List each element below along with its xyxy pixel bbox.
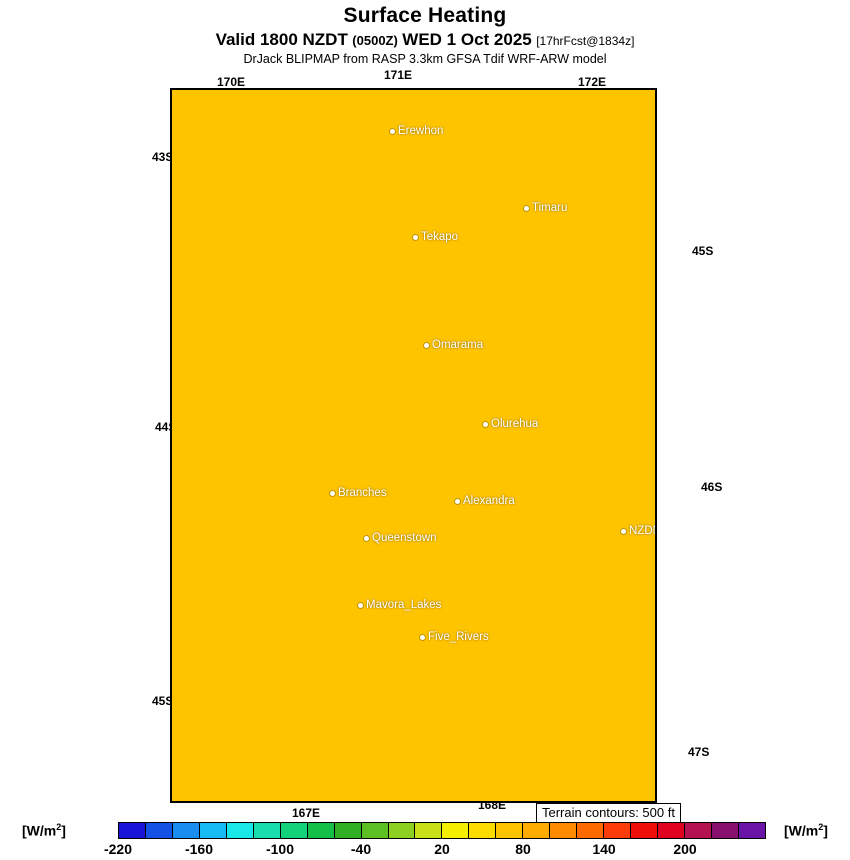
forecast-tag: [17hrFcst@1834z] <box>536 34 635 48</box>
colorbar-tick: 140 <box>592 841 616 857</box>
longitude-tick-label: 167E <box>292 806 321 820</box>
surface-heating-heatmap <box>172 90 655 801</box>
city-label: Erewhon <box>398 125 444 137</box>
colorbar-tick: -220 <box>103 841 133 857</box>
city-dot-icon <box>483 421 488 427</box>
colorbar-band <box>442 823 470 838</box>
city-dot-icon <box>524 205 529 211</box>
colorbar-band <box>119 823 146 838</box>
city-label: Branches <box>338 487 387 499</box>
colorbar-band <box>496 823 524 838</box>
colorbar-tick: -40 <box>350 841 372 857</box>
city-marker[interactable]: Erewhon <box>390 125 443 137</box>
city-marker[interactable]: Olurehua <box>483 418 538 430</box>
city-marker[interactable]: Queenstown <box>364 532 437 544</box>
terrain-contour-legend: Terrain contours: 500 ft <box>536 803 681 823</box>
colorbar-band <box>172 823 200 838</box>
model-description: DrJack BLIPMAP from RASP 3.3km GFSA Tdif… <box>243 52 607 66</box>
city-dot-icon <box>621 528 626 534</box>
colorbar-band <box>280 823 308 838</box>
colorbar-band <box>523 823 551 838</box>
colorbar-band <box>388 823 416 838</box>
valid-time-line: Valid 1800 NZDT (0500Z) WED 1 Oct 2025 [… <box>0 30 850 50</box>
colorbar-band <box>631 823 659 838</box>
city-label: Omarama <box>432 339 484 351</box>
colorbar-unit-left: [W/m2] <box>22 822 66 839</box>
longitude-tick-label: 172E <box>578 75 607 89</box>
valid-time-utc: (0500Z) <box>352 33 398 48</box>
city-dot-icon <box>455 498 460 504</box>
colorbar-tick: -100 <box>265 841 295 857</box>
city-label: Queenstown <box>372 532 437 544</box>
colorbar-unit-right: [W/m2] <box>784 822 828 839</box>
title-block: Surface Heating Valid 1800 NZDT (0500Z) … <box>0 0 850 66</box>
colorbar-tick: 200 <box>673 841 697 857</box>
longitude-tick-label: 171E <box>384 68 413 82</box>
latitude-tick-label: 47S <box>688 745 710 759</box>
city-marker[interactable]: Timaru <box>524 202 567 214</box>
city-label: NZDN <box>629 525 655 537</box>
colorbar-tick: -160 <box>184 841 214 857</box>
colorbar-gradient[interactable] <box>118 822 766 839</box>
valid-date: WED 1 Oct 2025 <box>402 30 532 49</box>
city-marker[interactable]: Mavora_Lakes <box>358 599 441 611</box>
valid-time: Valid 1800 NZDT <box>215 30 348 49</box>
colorbar-band <box>469 823 497 838</box>
colorbar-tick: 80 <box>515 841 531 857</box>
city-marker[interactable]: Alexandra <box>455 495 515 507</box>
city-label: Alexandra <box>463 495 515 507</box>
city-marker[interactable]: Branches <box>330 487 387 499</box>
latitude-tick-label: 45S <box>692 244 714 258</box>
colorbar-band <box>307 823 335 838</box>
colorbar-band <box>199 823 227 838</box>
city-marker[interactable]: Omarama <box>424 339 483 351</box>
city-marker[interactable]: NZDN <box>621 525 655 537</box>
colorbar-band <box>604 823 632 838</box>
latitude-tick-label: 43S <box>152 150 174 164</box>
colorbar-band <box>685 823 712 838</box>
city-marker[interactable]: Tekapo <box>413 231 458 243</box>
latitude-tick-label: 45S <box>152 694 174 708</box>
colorbar-band <box>658 823 686 838</box>
city-label: Tekapo <box>421 231 459 243</box>
colorbar-band <box>711 823 739 838</box>
colorbar-area: [W/m2] [W/m2] -220 -160 -100 -40 20 80 140 200 <box>0 822 850 860</box>
colorbar-band <box>550 823 578 838</box>
city-label: Mavora_Lakes <box>366 599 442 611</box>
city-label: Five_Rivers <box>428 631 489 643</box>
colorbar-band <box>361 823 389 838</box>
city-dot-icon <box>413 234 418 240</box>
colorbar-tick: 20 <box>434 841 450 857</box>
city-dot-icon <box>330 490 335 496</box>
colorbar-band <box>334 823 362 838</box>
page-title: Surface Heating <box>343 4 507 27</box>
colorbar-band <box>253 823 281 838</box>
city-marker[interactable]: Five_Rivers <box>420 631 489 643</box>
city-dot-icon <box>424 342 429 348</box>
colorbar-band <box>415 823 443 838</box>
city-dot-icon <box>358 602 363 608</box>
colorbar-band <box>145 823 173 838</box>
city-dot-icon <box>390 128 395 134</box>
city-label: Timaru <box>532 202 568 214</box>
colorbar-band <box>577 823 605 838</box>
city-dot-icon <box>420 634 425 640</box>
city-label: Olurehua <box>491 418 539 430</box>
city-dot-icon <box>364 535 369 541</box>
colorbar-band <box>226 823 254 838</box>
map-plot-area[interactable]: Erewhon Timaru Tekapo Omarama Olurehua Branch… <box>170 88 657 803</box>
longitude-tick-label: 170E <box>217 75 246 89</box>
colorbar-band <box>738 823 765 838</box>
latitude-tick-label: 46S <box>701 480 723 494</box>
